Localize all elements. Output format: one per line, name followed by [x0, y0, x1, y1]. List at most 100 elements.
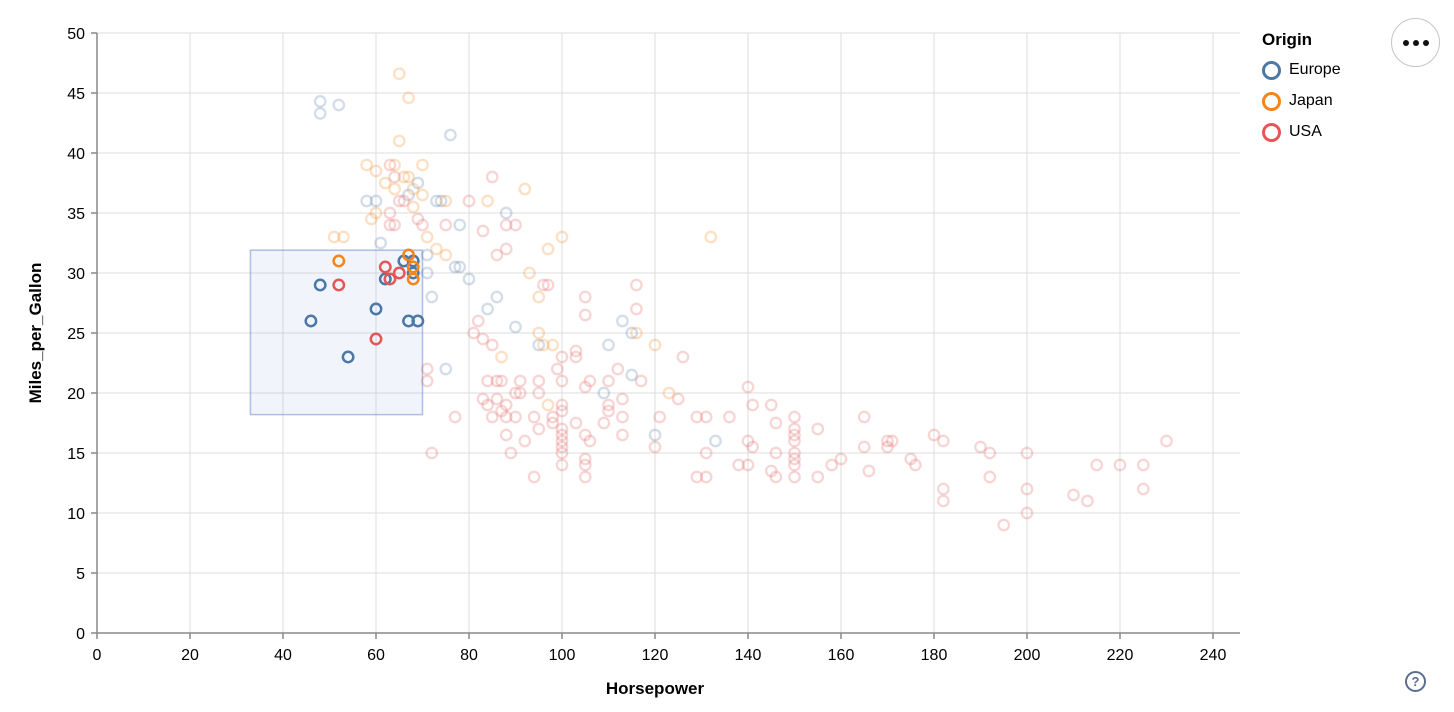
data-point-usa [485, 410, 499, 424]
selected-data-point-europe [313, 278, 327, 292]
y-axis-title: Miles_per_Gallon [26, 263, 45, 404]
x-tick-label: 180 [921, 647, 948, 664]
data-point-usa [602, 404, 615, 418]
data-point-usa [1020, 506, 1034, 520]
x-tick-label: 200 [1014, 647, 1041, 664]
legend-label: USA [1289, 123, 1322, 140]
data-point-usa [476, 332, 490, 346]
data-point-europe [313, 107, 327, 120]
help-button[interactable]: ? [1405, 671, 1426, 692]
data-point-usa [499, 428, 513, 442]
options-menu-button[interactable] [1391, 18, 1440, 67]
data-point-europe [453, 218, 467, 232]
data-point-japan [378, 176, 392, 190]
data-point-usa [769, 446, 783, 460]
data-point-usa [462, 194, 476, 208]
data-point-europe [602, 338, 615, 352]
data-point-europe [444, 128, 457, 142]
y-tick-label: 15 [67, 446, 85, 463]
data-point-usa [499, 242, 513, 256]
data-point-japan [662, 386, 676, 400]
data-point-usa [825, 458, 839, 472]
data-point-europe [434, 194, 448, 208]
data-point-usa [616, 428, 629, 442]
data-point-usa [509, 218, 522, 232]
data-point-japan [392, 134, 406, 148]
data-point-japan [416, 188, 429, 202]
y-tick-label: 5 [76, 566, 85, 583]
data-point-japan [439, 194, 453, 208]
data-point-usa [909, 458, 922, 472]
data-point-japan [648, 338, 662, 352]
data-point-usa [857, 440, 871, 454]
data-point-usa [602, 398, 615, 412]
data-point-usa [439, 218, 453, 232]
data-point-usa [769, 416, 783, 430]
data-point-usa [513, 386, 527, 400]
data-point-usa [532, 374, 546, 388]
data-point-usa [764, 398, 778, 412]
data-point-usa [699, 410, 713, 424]
data-point-usa [983, 446, 997, 460]
data-point-usa [1067, 488, 1080, 502]
data-point-japan [532, 290, 546, 304]
selected-data-point-usa [378, 260, 392, 274]
data-point-usa [485, 338, 499, 352]
selected-data-point-europe [406, 266, 420, 280]
data-point-usa [555, 434, 569, 448]
data-point-usa [690, 470, 704, 484]
data-point-usa [476, 224, 490, 238]
selected-data-point-usa [383, 272, 397, 286]
x-tick-label: 220 [1107, 647, 1134, 664]
data-point-usa [634, 374, 648, 388]
data-point-usa [490, 374, 504, 388]
data-point-usa [578, 428, 592, 442]
data-point-usa [741, 380, 755, 394]
data-point-usa [671, 392, 685, 406]
data-point-europe [597, 386, 611, 400]
data-point-usa [448, 410, 462, 424]
data-point-usa [648, 440, 662, 454]
data-point-usa [499, 218, 513, 232]
data-point-usa [495, 374, 508, 388]
data-point-japan [523, 266, 536, 280]
data-point-europe [374, 236, 387, 250]
data-point-usa [862, 464, 876, 478]
selected-data-point-europe [341, 350, 355, 364]
data-point-usa [485, 170, 499, 184]
data-point-usa [555, 374, 569, 388]
legend-label: Europe [1289, 61, 1341, 78]
data-point-europe [709, 434, 722, 448]
data-point-japan [541, 242, 555, 256]
data-point-usa [555, 440, 569, 454]
y-tick-label: 0 [76, 626, 85, 643]
data-point-europe [448, 260, 462, 274]
data-point-japan [518, 182, 532, 196]
data-point-usa [578, 452, 592, 466]
data-point-usa [936, 494, 950, 508]
data-point-japan [406, 200, 420, 214]
data-point-usa [583, 374, 597, 388]
data-point-usa [690, 410, 704, 424]
legend: Origin Europe Japan USA [1262, 30, 1341, 152]
data-point-usa [788, 410, 801, 424]
selected-data-point-usa [332, 278, 346, 292]
data-point-usa [555, 458, 569, 472]
data-point-europe [313, 95, 327, 108]
data-point-usa [653, 410, 667, 424]
data-point-usa [546, 416, 560, 430]
data-point-japan [704, 230, 718, 244]
data-point-usa [555, 422, 569, 436]
legend-entry-usa: USA [1262, 121, 1341, 143]
data-point-usa [527, 470, 541, 484]
data-point-usa [471, 314, 485, 328]
data-point-usa [597, 416, 611, 430]
legend-title: Origin [1262, 30, 1313, 49]
legend-label: Japan [1289, 92, 1333, 109]
brush-selection[interactable] [249, 249, 424, 416]
x-tick-label: 100 [549, 647, 576, 664]
data-point-europe [462, 272, 476, 286]
x-tick-label: 0 [93, 647, 102, 664]
